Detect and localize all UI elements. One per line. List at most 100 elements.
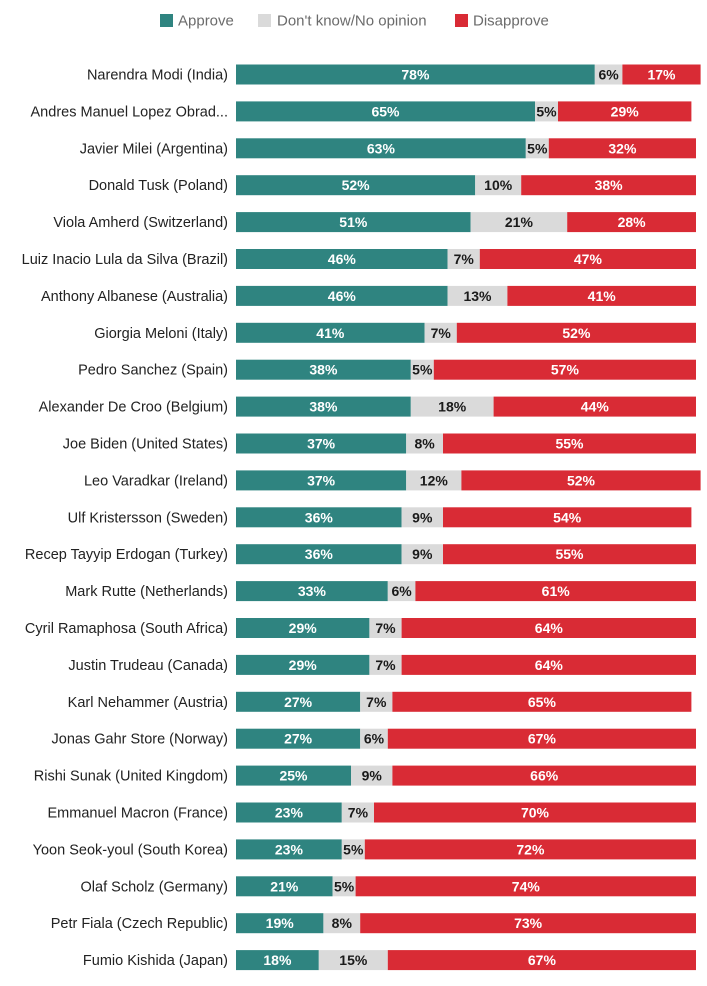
bar-segment-disapprove (479, 249, 696, 269)
category-label: Recep Tayyip Erdogan (Turkey) (25, 547, 228, 563)
category-label: Andres Manuel Lopez Obrad... (31, 104, 228, 120)
bar-segment-approve (236, 876, 333, 897)
bar-segment-approve (236, 359, 411, 380)
bar-row-cyril-ramaphosa-south-africa: Cyril Ramaphosa (South Africa) 29% 7% 64% (25, 618, 696, 638)
data-label-don-t-know-no-opinion: 9% (412, 509, 433, 525)
data-label-don-t-know-no-opinion: 8% (414, 436, 435, 452)
data-label-disapprove: 41% (588, 288, 617, 304)
bar-row-anthony-albanese-australia: Anthony Albanese (Australia) 46% 13% 41% (41, 285, 696, 306)
category-label: Ulf Kristersson (Sweden) (68, 510, 228, 526)
bar-segment-approve (236, 101, 535, 122)
data-label-don-t-know-no-opinion: 13% (463, 288, 492, 304)
category-label: Viola Amherd (Switzerland) (53, 215, 228, 231)
data-label-approve: 36% (305, 546, 334, 562)
bar-segment-don-t-know-no-opinion (447, 249, 480, 269)
data-label-don-t-know-no-opinion: 7% (375, 657, 396, 673)
bar-segment-don-t-know-no-opinion (410, 396, 494, 417)
bar-row-joe-biden-united-states: Joe Biden (United States) 37% 8% 55% (63, 433, 696, 454)
data-label-approve: 23% (275, 805, 304, 821)
data-label-don-t-know-no-opinion: 6% (364, 731, 385, 747)
bar-row-leo-varadkar-ireland: Leo Varadkar (Ireland) 37% 12% 52% (84, 470, 701, 491)
data-label-approve: 37% (307, 436, 336, 452)
bar-segment-don-t-know-no-opinion (332, 876, 356, 897)
data-label-disapprove: 66% (530, 768, 559, 784)
data-label-don-t-know-no-opinion: 15% (339, 952, 368, 968)
bar-segment-disapprove (355, 876, 696, 897)
data-label-don-t-know-no-opinion: 5% (412, 362, 433, 378)
data-label-disapprove: 55% (555, 436, 584, 452)
bar-segment-approve (236, 654, 370, 675)
bar-row-andres-manuel-lopez-obrad: Andres Manuel Lopez Obrad... 65% 5% 29% (31, 101, 692, 122)
category-label: Javier Milei (Argentina) (80, 141, 228, 157)
category-label: Jonas Gahr Store (Norway) (52, 732, 228, 748)
bar-segment-disapprove (392, 765, 696, 786)
bar-segment-approve (236, 64, 595, 85)
bar-segment-disapprove (401, 618, 696, 638)
bar-segment-approve (236, 618, 370, 638)
legend-swatch-disapprove (455, 14, 468, 27)
bar-row-alexander-de-croo-belgium: Alexander De Croo (Belgium) 38% 18% 44% (39, 396, 696, 417)
bar-segment-approve (236, 285, 448, 306)
data-label-approve: 52% (342, 177, 371, 193)
data-label-don-t-know-no-opinion: 9% (362, 768, 383, 784)
bar-segment-approve (236, 470, 407, 491)
category-label: Donald Tusk (Poland) (89, 178, 228, 194)
bar-segment-disapprove (443, 544, 696, 565)
data-label-don-t-know-no-opinion: 7% (431, 325, 452, 341)
bar-segment-don-t-know-no-opinion (475, 175, 522, 196)
bar-row-mark-rutte-netherlands: Mark Rutte (Netherlands) 33% 6% 61% (65, 581, 696, 602)
data-label-don-t-know-no-opinion: 7% (366, 694, 387, 710)
data-label-disapprove: 73% (514, 915, 543, 931)
bar-segment-approve (236, 433, 407, 454)
data-label-disapprove: 55% (555, 546, 584, 562)
data-label-don-t-know-no-opinion: 6% (391, 583, 412, 599)
bar-segment-don-t-know-no-opinion (318, 950, 388, 971)
data-label-approve: 65% (371, 103, 400, 119)
legend: Approve Don't know/No opinion Disapprove (160, 13, 549, 30)
bar-row-luiz-inacio-lula-da-silva-brazil: Luiz Inacio Lula da Silva (Brazil) 46% 7% 4… (22, 249, 696, 269)
data-label-disapprove: 67% (528, 952, 557, 968)
bar-segment-approve (236, 802, 342, 823)
data-label-don-t-know-no-opinion: 10% (484, 177, 513, 193)
data-label-don-t-know-no-opinion: 7% (375, 620, 396, 636)
bar-segment-don-t-know-no-opinion (470, 212, 568, 233)
bar-row-recep-tayyip-erdogan-turkey: Recep Tayyip Erdogan (Turkey) 36% 9% 55% (25, 544, 696, 565)
bar-row-karl-nehammer-austria: Karl Nehammer (Austria) 27% 7% 65% (68, 691, 692, 712)
data-label-disapprove: 64% (535, 657, 564, 673)
data-label-disapprove: 29% (611, 103, 640, 119)
data-label-disapprove: 57% (551, 362, 580, 378)
bar-row-olaf-scholz-germany: Olaf Scholz (Germany) 21% 5% 74% (81, 876, 696, 897)
bar-segment-don-t-know-no-opinion (406, 433, 443, 454)
category-label: Yoon Seok-youl (South Korea) (33, 842, 228, 858)
data-label-approve: 36% (305, 509, 334, 525)
category-label: Olaf Scholz (Germany) (81, 879, 228, 895)
bar-segment-don-t-know-no-opinion (525, 138, 549, 159)
data-label-approve: 33% (298, 583, 327, 599)
legend-swatch-approve (160, 14, 173, 27)
bar-segment-don-t-know-no-opinion (360, 728, 388, 749)
bar-segment-don-t-know-no-opinion (401, 507, 443, 528)
data-label-disapprove: 67% (528, 731, 557, 747)
bar-segment-disapprove (622, 64, 701, 85)
bar-segment-disapprove (493, 396, 696, 417)
bar-segment-don-t-know-no-opinion (424, 322, 457, 343)
category-label: Rishi Sunak (United Kingdom) (34, 769, 228, 785)
bar-row-jonas-gahr-store-norway: Jonas Gahr Store (Norway) 27% 6% 67% (52, 728, 696, 749)
data-label-don-t-know-no-opinion: 8% (332, 915, 353, 931)
data-label-disapprove: 65% (528, 694, 557, 710)
bar-segment-don-t-know-no-opinion (387, 581, 416, 602)
category-label: Justin Trudeau (Canada) (68, 658, 228, 674)
data-label-disapprove: 47% (574, 251, 603, 267)
category-label: Emmanuel Macron (France) (48, 806, 229, 822)
bar-segment-approve (236, 138, 526, 159)
data-label-disapprove: 32% (608, 140, 637, 156)
bar-segment-don-t-know-no-opinion (341, 839, 365, 860)
bar-segment-don-t-know-no-opinion (535, 101, 558, 122)
bar-row-donald-tusk-poland: Donald Tusk (Poland) 52% 10% 38% (89, 175, 696, 196)
bar-row-fumio-kishida-japan: Fumio Kishida (Japan) 18% 15% 67% (83, 950, 696, 971)
bar-segment-disapprove (558, 101, 692, 122)
bar-segment-approve (236, 175, 476, 196)
data-label-don-t-know-no-opinion: 5% (343, 841, 364, 857)
data-label-approve: 46% (328, 288, 357, 304)
